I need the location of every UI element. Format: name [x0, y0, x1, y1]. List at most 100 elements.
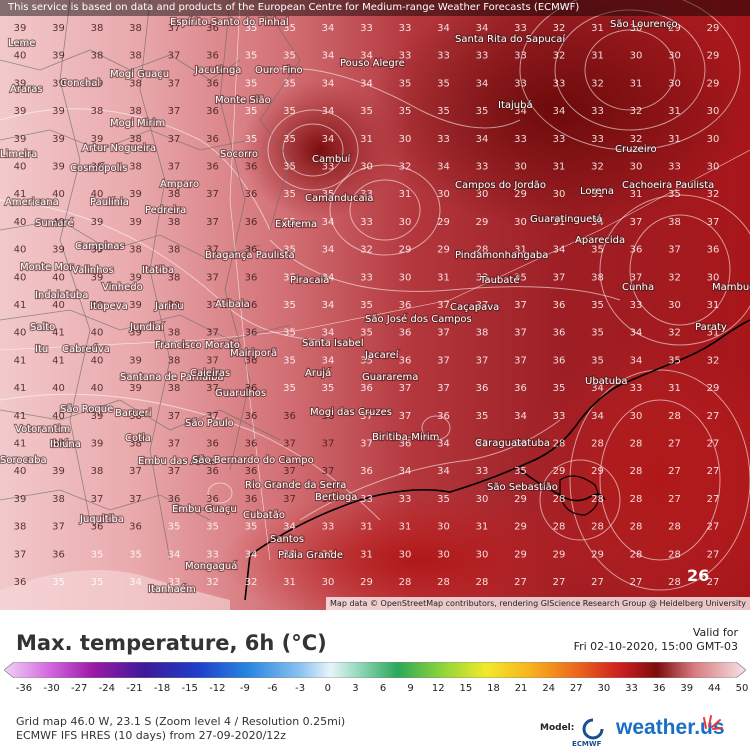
- city-label[interactable]: Juquitiba: [78, 513, 125, 526]
- city-label[interactable]: Valinhos: [71, 264, 115, 277]
- city-label[interactable]: Socorro: [219, 148, 259, 161]
- city-label[interactable]: Monte Mor: [19, 261, 75, 274]
- city-label[interactable]: Mogi Mirim: [109, 117, 166, 130]
- city-label[interactable]: Atibaia: [214, 298, 251, 311]
- temperature-value: 36: [437, 411, 450, 422]
- city-label[interactable]: Cunha: [621, 281, 655, 294]
- city-label[interactable]: Guararema: [361, 371, 420, 384]
- temperature-value: 34: [322, 217, 335, 228]
- city-label[interactable]: São Lourenço: [609, 18, 679, 31]
- city-label[interactable]: Jacutinga: [193, 64, 243, 77]
- city-label[interactable]: Mogi Guaçu: [109, 68, 170, 81]
- city-label[interactable]: Cosmópolis: [69, 161, 129, 175]
- valid-label: Valid for: [692, 626, 738, 639]
- city-label[interactable]: Mambucaba: [711, 281, 750, 294]
- city-label[interactable]: Itajubá: [497, 98, 534, 112]
- city-label[interactable]: Itatiba: [141, 264, 175, 277]
- city-label[interactable]: Guaratinguetá: [529, 212, 604, 226]
- city-label[interactable]: Caçapava: [449, 301, 500, 314]
- temperature-value: 41: [52, 328, 65, 339]
- city-label[interactable]: Sorocaba: [0, 454, 48, 467]
- city-label[interactable]: Biritiba-Mirim: [371, 431, 441, 444]
- city-label[interactable]: São Bernardo do Campo: [191, 454, 315, 467]
- city-label[interactable]: Santa Isabel: [301, 337, 365, 350]
- city-label[interactable]: Guarulhos: [214, 387, 267, 400]
- colorbar-tick-label: 44: [708, 683, 721, 694]
- city-label[interactable]: Extrema: [274, 218, 318, 231]
- city-label[interactable]: Embu das Artes: [137, 455, 218, 468]
- temperature-value: 39: [52, 106, 65, 117]
- city-label[interactable]: Artur Nogueira: [81, 142, 157, 155]
- city-label[interactable]: Aparecida: [574, 234, 626, 247]
- city-label[interactable]: Pouso Alegre: [339, 57, 406, 70]
- city-label[interactable]: Itanhaém: [147, 582, 197, 596]
- city-label[interactable]: Mogi das Cruzes: [309, 406, 393, 419]
- city-label[interactable]: Votorantim: [14, 423, 71, 436]
- city-label[interactable]: Paraty: [694, 321, 728, 334]
- city-label[interactable]: Pindamonhangaba: [454, 249, 550, 262]
- city-label[interactable]: Santa Rita do Sapucaí: [454, 32, 568, 46]
- city-label[interactable]: Caraguatatuba: [474, 437, 551, 450]
- city-label[interactable]: Leme: [7, 37, 37, 50]
- city-label[interactable]: Sumaré: [34, 216, 75, 230]
- city-label[interactable]: Conchal: [59, 77, 101, 90]
- city-label[interactable]: Campos do Jordão: [454, 179, 547, 192]
- city-label[interactable]: Santos: [269, 533, 305, 546]
- city-label[interactable]: Vinhedo: [101, 281, 144, 294]
- city-label[interactable]: Indaiatuba: [34, 289, 90, 302]
- city-label[interactable]: Americana: [4, 196, 60, 209]
- city-label[interactable]: São Sebastião: [486, 481, 559, 494]
- city-label[interactable]: Cruzeiro: [614, 143, 658, 156]
- city-label[interactable]: Campinas: [74, 240, 126, 253]
- weather-us-logo[interactable]: weather.us: [616, 716, 725, 739]
- city-label[interactable]: São José dos Campos: [364, 312, 473, 326]
- city-label[interactable]: Santana de Parnaíba: [119, 370, 225, 384]
- city-label[interactable]: Camanducaia: [304, 192, 375, 205]
- city-label[interactable]: Francisco Morato: [154, 339, 241, 352]
- city-label[interactable]: Cambuí: [311, 152, 353, 166]
- city-label[interactable]: Rio Grande da Serra: [244, 479, 348, 492]
- city-label[interactable]: Cachoeira Paulista: [621, 179, 715, 192]
- city-label[interactable]: Pedreira: [144, 204, 187, 217]
- city-label[interactable]: Araras: [9, 83, 44, 96]
- city-label[interactable]: Salto: [29, 321, 56, 334]
- city-label[interactable]: Piracaia: [289, 274, 331, 287]
- city-label[interactable]: Jarinu: [153, 300, 185, 313]
- city-label[interactable]: São Roque: [59, 403, 114, 416]
- city-label[interactable]: Bragança Paulista: [204, 249, 296, 262]
- city-label[interactable]: São Paulo: [184, 417, 235, 430]
- temperature-value: 31: [360, 522, 373, 533]
- city-label[interactable]: Monte Sião: [214, 94, 272, 107]
- city-label[interactable]: Jundiaí: [128, 320, 166, 334]
- temperature-map[interactable]: 39 39 38 38 37 36 35 35 34 33 33 34 34 33 32 31 30 29 29 40…: [0, 0, 750, 610]
- city-label[interactable]: Paulínia: [89, 195, 130, 209]
- city-label[interactable]: Cotia: [124, 432, 152, 445]
- city-label[interactable]: Arujá: [304, 366, 332, 380]
- city-label[interactable]: Lorena: [579, 185, 615, 198]
- city-label[interactable]: Cabreúva: [61, 342, 111, 356]
- city-label[interactable]: Embu-Guaçu: [171, 503, 238, 516]
- city-label[interactable]: Cubatão: [242, 509, 286, 522]
- city-label[interactable]: Ouro Fino: [254, 64, 304, 77]
- temperature-value: 38: [129, 439, 142, 450]
- city-label[interactable]: Jacareí: [363, 348, 401, 362]
- temperature-value: 34: [514, 106, 527, 117]
- city-label[interactable]: Espírito Santo do Pinhal: [169, 15, 290, 29]
- city-label[interactable]: Taubaté: [478, 273, 521, 287]
- city-label[interactable]: Itupeva: [89, 300, 129, 313]
- temperature-value: 39: [14, 494, 27, 505]
- city-label[interactable]: Mairiporã: [229, 347, 278, 360]
- city-label[interactable]: Ibiúna: [49, 437, 82, 451]
- city-label[interactable]: Mongaguá: [184, 559, 239, 573]
- temperature-value: 37: [206, 383, 219, 394]
- city-label[interactable]: Caieiras: [189, 367, 231, 380]
- city-label[interactable]: Limeira: [0, 148, 38, 161]
- temperature-value: 37: [630, 272, 643, 283]
- city-label[interactable]: Bertioga: [314, 491, 359, 504]
- city-label[interactable]: Ubatuba: [584, 375, 629, 388]
- city-label[interactable]: Praia Grande: [277, 549, 344, 562]
- city-label[interactable]: Amparo: [159, 178, 200, 191]
- city-label[interactable]: Itu: [34, 343, 49, 356]
- city-label[interactable]: Barueri: [114, 407, 153, 420]
- map-attribution[interactable]: Map data © OpenStreetMap contributors, r…: [326, 597, 750, 610]
